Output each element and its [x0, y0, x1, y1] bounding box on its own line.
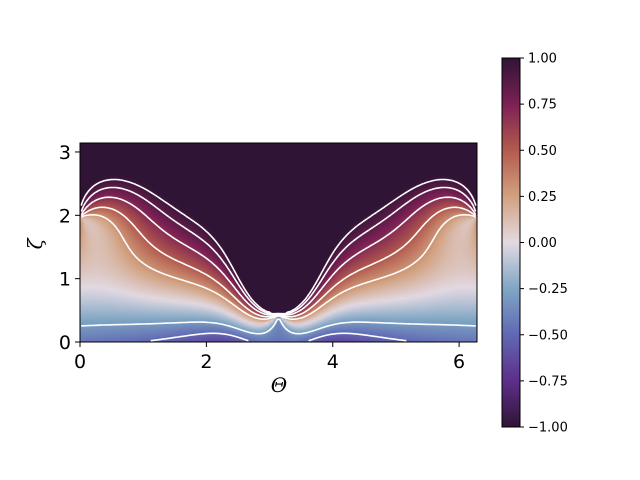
- contour-solid-2: [80, 196, 477, 316]
- contour-dashed-0: [81, 318, 476, 335]
- colorbar-tick-label: 0.25: [528, 190, 557, 205]
- colorbar-tick-label: 0.50: [528, 144, 557, 159]
- colorbar-bar: [501, 57, 521, 428]
- colorbar-tick-label: −0.25: [528, 282, 568, 297]
- y-tick-label: 0: [59, 332, 71, 354]
- x-tick-label: 0: [74, 351, 86, 373]
- y-axis: 0 1 2 3: [59, 142, 80, 354]
- colorbar-tick-label: −1.00: [528, 421, 568, 436]
- colorbar: 1.00 0.75 0.50 0.25 0.00 −0.25 −0.50 −0.75 −1.00: [501, 52, 568, 436]
- colorbar-tick-label: −0.50: [528, 328, 568, 343]
- contour-dashed-1: [149, 332, 408, 342]
- colorbar-tick-label: 1.00: [528, 52, 557, 67]
- x-tick-label: 4: [327, 351, 339, 373]
- x-tick-label: 6: [453, 351, 465, 373]
- x-axis-label: Θ: [271, 373, 287, 397]
- heatmap-image: [80, 143, 477, 342]
- x-tick-label: 2: [200, 351, 212, 373]
- colorbar-tick-label: 0.75: [528, 98, 557, 113]
- y-tick-label: 3: [59, 142, 71, 164]
- colorbar-tick-label: −0.75: [528, 374, 568, 389]
- y-tick-label: 1: [59, 269, 71, 291]
- y-axis-label: ζ: [23, 237, 47, 249]
- contour-solid-0: [80, 214, 477, 320]
- contour-solid-1: [80, 206, 477, 318]
- x-axis: 0 2 4 6: [74, 342, 465, 373]
- colorbar-tick-label: 0.00: [528, 236, 557, 251]
- y-tick-label: 2: [59, 205, 71, 227]
- plot-frame: [79, 142, 478, 343]
- plot-area: [79, 142, 478, 343]
- contour-solid-3: [80, 186, 477, 316]
- contour-solid-4: [80, 178, 477, 315]
